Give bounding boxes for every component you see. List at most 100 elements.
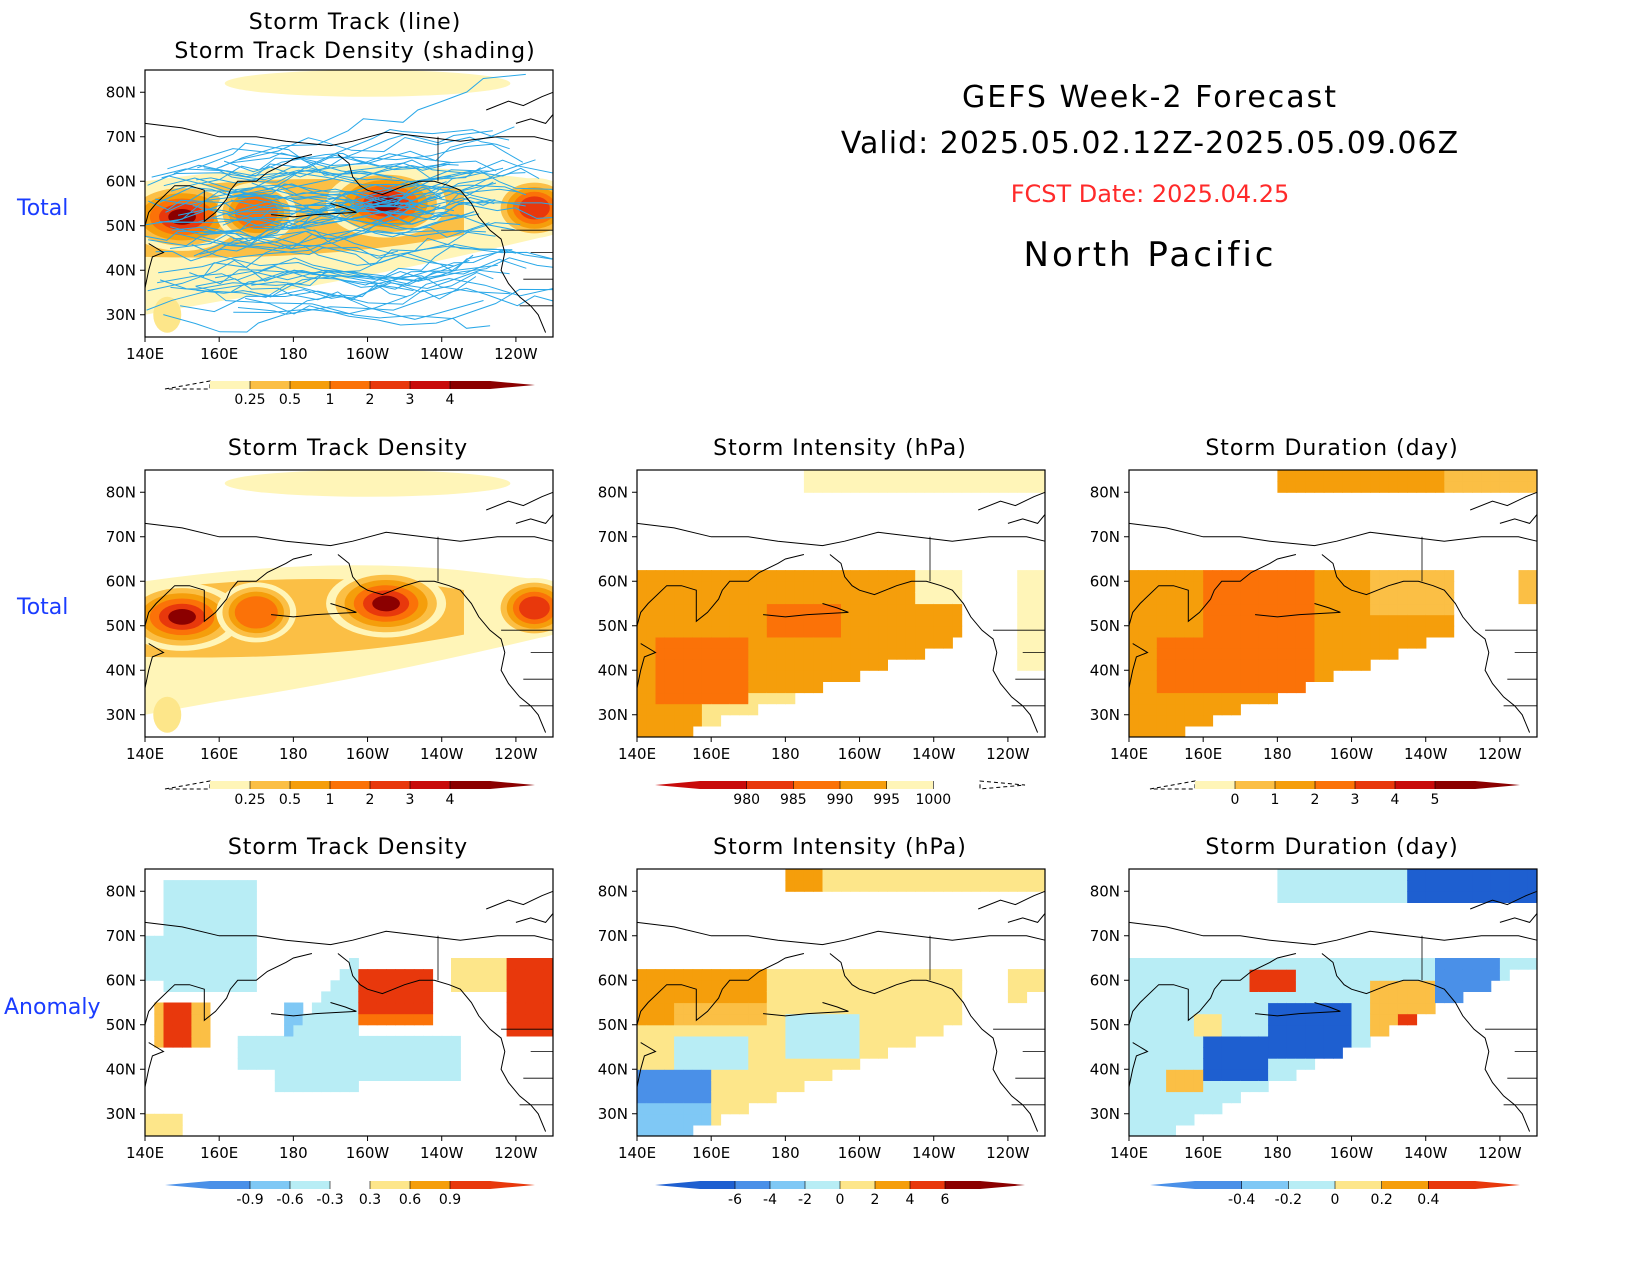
- grid-cell: [980, 470, 990, 482]
- map-panel-intensity-anomaly: 140E 160E 180 160W 140W 120W80N70N60N50N40N30…: [598, 868, 1046, 1162]
- grid-cell: [831, 1058, 842, 1070]
- grid-cell: [794, 603, 805, 616]
- grid-cell: [395, 969, 406, 981]
- grid-cell: [646, 1024, 657, 1037]
- grid-cell: [841, 1047, 851, 1059]
- grid-cell: [534, 958, 545, 970]
- grid-cell: [1425, 581, 1436, 593]
- coastline: [515, 114, 554, 124]
- grid-cell: [1370, 636, 1380, 649]
- colorbar-segment: [1435, 781, 1476, 789]
- grid-cell: [664, 614, 675, 627]
- grid-cell: [720, 603, 731, 616]
- grid-cell: [674, 991, 684, 1004]
- grid-cell: [701, 1080, 712, 1093]
- grid-cell: [1026, 581, 1037, 593]
- grid-cell: [646, 991, 657, 1004]
- grid-cell: [1268, 969, 1278, 981]
- grid-cell: [1314, 991, 1325, 1004]
- grid-cell: [1007, 980, 1018, 992]
- grid-cell: [776, 980, 786, 992]
- grid-cell: [1388, 581, 1399, 593]
- grid-cell: [1203, 648, 1214, 660]
- grid-cell: [980, 481, 990, 493]
- grid-cell: [497, 969, 508, 981]
- grid-cell: [1388, 603, 1399, 616]
- grid-cell: [674, 714, 684, 727]
- grid-cell: [692, 1024, 703, 1037]
- grid-cell: [1370, 570, 1380, 582]
- grid-cell: [1184, 1069, 1195, 1081]
- grid-cell: [952, 470, 963, 482]
- grid-cell: [1156, 958, 1167, 970]
- grid-cell: [868, 636, 879, 649]
- grid-cell: [1193, 958, 1204, 970]
- grid-cell: [905, 980, 916, 992]
- grid-cell: [683, 603, 694, 616]
- grid-cell: [813, 581, 824, 593]
- grid-cell: [247, 935, 257, 948]
- grid-cell: [943, 869, 953, 881]
- y-tick-label: 30N: [1090, 706, 1120, 724]
- grid-cell: [1231, 1013, 1241, 1026]
- grid-cell: [1035, 470, 1045, 482]
- grid-cell: [1017, 880, 1028, 892]
- colorbar-label: 4: [446, 792, 455, 808]
- grid-cell: [664, 581, 675, 593]
- grid-cell: [1231, 692, 1241, 705]
- grid-cell: [1231, 1024, 1241, 1037]
- grid-cell: [432, 1058, 443, 1070]
- grid-cell: [646, 1080, 657, 1093]
- grid-cell: [766, 980, 777, 992]
- grid-cell: [794, 625, 805, 638]
- grid-cell: [683, 625, 694, 638]
- grid-cell: [219, 913, 230, 926]
- grid-cell: [674, 1069, 684, 1081]
- grid-cell: [785, 570, 796, 582]
- grid-cell: [961, 481, 972, 493]
- grid-cell: [1138, 681, 1149, 694]
- storm-track: [167, 143, 524, 170]
- grid-cell: [154, 935, 165, 948]
- grid-cell: [1175, 980, 1186, 992]
- grid-cell: [1286, 1002, 1297, 1015]
- grid-cell: [905, 869, 916, 881]
- grid-cell: [896, 570, 907, 582]
- grid-cell: [785, 1002, 796, 1015]
- grid-cell: [1527, 869, 1537, 881]
- grid-cell: [1221, 636, 1232, 649]
- grid-cell: [720, 681, 731, 694]
- grid-cell: [803, 1058, 814, 1070]
- grid-cell: [1397, 1002, 1408, 1015]
- colorbar-label: -0.3: [316, 1192, 343, 1208]
- grid-cell: [349, 1002, 359, 1015]
- grid-cell: [683, 1013, 694, 1026]
- grid-cell: [1129, 1113, 1139, 1126]
- grid-cell: [646, 659, 657, 671]
- grid-cell: [850, 670, 861, 682]
- grid-cell: [915, 1013, 926, 1026]
- grid-cell: [859, 470, 870, 482]
- colorbar-segment: [1428, 1181, 1476, 1189]
- grid-cell: [1175, 603, 1186, 616]
- grid-cell: [395, 991, 406, 1004]
- grid-cell: [1416, 991, 1427, 1004]
- grid-cell: [349, 1013, 359, 1026]
- grid-cell: [868, 603, 879, 616]
- storm-track: [251, 243, 513, 287]
- storm-track: [193, 159, 536, 257]
- grid-cell: [1231, 1035, 1241, 1048]
- grid-cell: [701, 703, 712, 716]
- grid-cell: [1462, 869, 1473, 881]
- x-tick-label: 140W: [420, 345, 464, 363]
- grid-cell: [1342, 636, 1353, 649]
- y-tick-label: 80N: [1090, 882, 1120, 900]
- grid-cell: [182, 946, 192, 959]
- grid-cell: [692, 592, 703, 605]
- grid-cell: [274, 1080, 285, 1093]
- grid-cell: [905, 481, 916, 493]
- grid-cell: [1286, 1035, 1297, 1048]
- grid-cell: [1147, 958, 1158, 970]
- grid-cell: [1221, 1080, 1232, 1093]
- grid-cell: [646, 592, 657, 605]
